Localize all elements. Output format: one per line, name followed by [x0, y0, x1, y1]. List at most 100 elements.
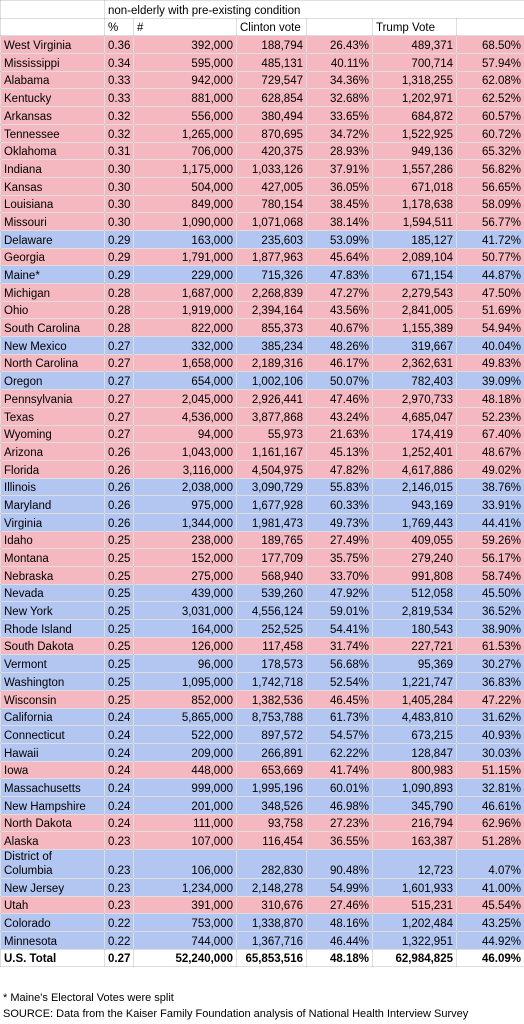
state-name: Tennessee — [0, 123, 105, 143]
cell-value: 1,742,718 — [236, 672, 307, 691]
cell-value: 41.74% — [306, 760, 373, 780]
cell-value: 49.83% — [456, 353, 524, 373]
cell — [0, 0, 105, 19]
cell-value: 4,504,975 — [236, 459, 307, 479]
state-name: U.S. Total — [0, 948, 105, 968]
cell-value: 46.09% — [456, 948, 524, 968]
cell-value: 48.18% — [306, 948, 373, 968]
cell-value: 27.49% — [306, 530, 373, 550]
state-name: Kansas — [0, 176, 105, 196]
cell-value: 4.07% — [456, 849, 524, 879]
cell-value: 849,000 — [133, 194, 237, 214]
cell-value: 380,494 — [236, 106, 307, 125]
cell-value: 34.72% — [306, 123, 373, 143]
cell-value: 32.81% — [456, 778, 524, 797]
cell-value: 700,714 — [372, 53, 457, 72]
cell-value: 58.74% — [456, 566, 524, 585]
cell-value: 504,000 — [133, 176, 237, 196]
state-row: Utah 0.23 391,000 310,676 27.46% 515,231 45.54… — [0, 895, 524, 915]
cell-value: 0.27 — [104, 336, 134, 355]
cell-value: 44.41% — [456, 512, 524, 532]
cell-value: 41.00% — [456, 878, 524, 897]
state-row: Delaware 0.29 163,000 235,603 53.09% 185,127 4… — [0, 229, 524, 249]
cell-value: 56.17% — [456, 548, 524, 567]
cell-value: 822,000 — [133, 318, 237, 338]
cell-value: 0.26 — [104, 477, 134, 497]
cell-value: 54.57% — [306, 725, 373, 744]
cell-value: 34.36% — [306, 70, 373, 90]
cell-value: 62.22% — [306, 742, 373, 762]
cell-value: 38.90% — [456, 619, 524, 638]
cell-value: 0.25 — [104, 601, 134, 621]
cell-value: 59.01% — [306, 601, 373, 621]
cell-value: 47.22% — [456, 689, 524, 709]
cell-value: 3,116,000 — [133, 459, 237, 479]
cell-value: 32.68% — [306, 88, 373, 108]
cell-value: 163,387 — [372, 831, 457, 850]
cell-value: 4,536,000 — [133, 406, 237, 426]
cell-value: 30.03% — [456, 742, 524, 762]
cell-value: 65,853,516 — [236, 948, 307, 968]
cell-value: 2,148,278 — [236, 878, 307, 897]
cell-value: 48.67% — [456, 442, 524, 461]
cell-value: 1,877,963 — [236, 247, 307, 267]
cell-value: 1,318,255 — [372, 70, 457, 90]
state-row: Georgia 0.29 1,791,000 1,877,963 45.64% 2,089… — [0, 247, 524, 267]
cell-value: 2,268,839 — [236, 283, 307, 302]
cell-value: 654,000 — [133, 371, 237, 391]
cell-value: 95,369 — [372, 654, 457, 674]
cell-value: 40.93% — [456, 725, 524, 744]
cell-value: 117,458 — [236, 636, 307, 656]
state-row: Nebraska 0.25 275,000 568,940 33.70% 991,808 5… — [0, 566, 524, 585]
cell-value: 59.26% — [456, 530, 524, 550]
cell-value: 512,058 — [372, 583, 457, 603]
cell-value: 1,687,000 — [133, 283, 237, 302]
cell-value: 48.16% — [306, 913, 373, 933]
cell-value: 60.33% — [306, 495, 373, 514]
cell-value: 3,090,729 — [236, 477, 307, 497]
cell-value: 46.98% — [306, 795, 373, 815]
state-name: North Carolina — [0, 353, 105, 373]
cell-value: 800,983 — [372, 760, 457, 780]
cell-value: 539,260 — [236, 583, 307, 603]
cell-value: 227,721 — [372, 636, 457, 656]
cell-value: 2,394,164 — [236, 300, 307, 320]
state-name: Montana — [0, 548, 105, 567]
cell-value: 46.17% — [306, 353, 373, 373]
cell-value: 1,095,000 — [133, 672, 237, 691]
cell-value: 673,215 — [372, 725, 457, 744]
state-name: Massachusetts — [0, 778, 105, 797]
state-name: Minnesota — [0, 931, 105, 950]
state-row: Nevada 0.25 439,000 539,260 47.92% 512,058 45.… — [0, 583, 524, 603]
cell-value: 1,043,000 — [133, 442, 237, 461]
cell-value: 1,522,925 — [372, 123, 457, 143]
cell-value: 2,926,441 — [236, 389, 307, 408]
state-row: Indiana 0.30 1,175,000 1,033,126 37.91% 1,557… — [0, 159, 524, 178]
state-row: New Jersey 0.23 1,234,000 2,148,278 54.99% 1,… — [0, 878, 524, 897]
state-name: Texas — [0, 406, 105, 426]
cell-value: 999,000 — [133, 778, 237, 797]
state-row: Colorado 0.22 753,000 1,338,870 48.16% 1,202,… — [0, 913, 524, 933]
col-header: Trump Vote — [372, 17, 457, 37]
state-row: Oklahoma 0.31 706,000 420,375 28.93% 949,136 6… — [0, 141, 524, 161]
state-row: West Virginia 0.36 392,000 188,794 26.43% 489… — [0, 35, 524, 55]
cell-value: 52,240,000 — [133, 948, 237, 968]
cell-value: 116,454 — [236, 831, 307, 850]
cell — [306, 17, 373, 37]
cell-value: 2,045,000 — [133, 389, 237, 408]
state-name: Kentucky — [0, 88, 105, 108]
cell-value: 62.96% — [456, 813, 524, 833]
state-row: Alaska 0.23 107,000 116,454 36.55% 163,387 51.… — [0, 831, 524, 850]
cell-value: 0.30 — [104, 194, 134, 214]
cell-value: 174,419 — [372, 424, 457, 444]
cell-value: 1,002,106 — [236, 371, 307, 391]
state-name: North Dakota — [0, 813, 105, 833]
cell-value: 0.24 — [104, 795, 134, 815]
cell-value: 46.44% — [306, 931, 373, 950]
cell-value: 48.26% — [306, 336, 373, 355]
cell-value: 28.93% — [306, 141, 373, 161]
state-name: Florida — [0, 459, 105, 479]
cell-value: 391,000 — [133, 895, 237, 915]
cell-value: 229,000 — [133, 265, 237, 284]
cell-value: 37.91% — [306, 159, 373, 178]
